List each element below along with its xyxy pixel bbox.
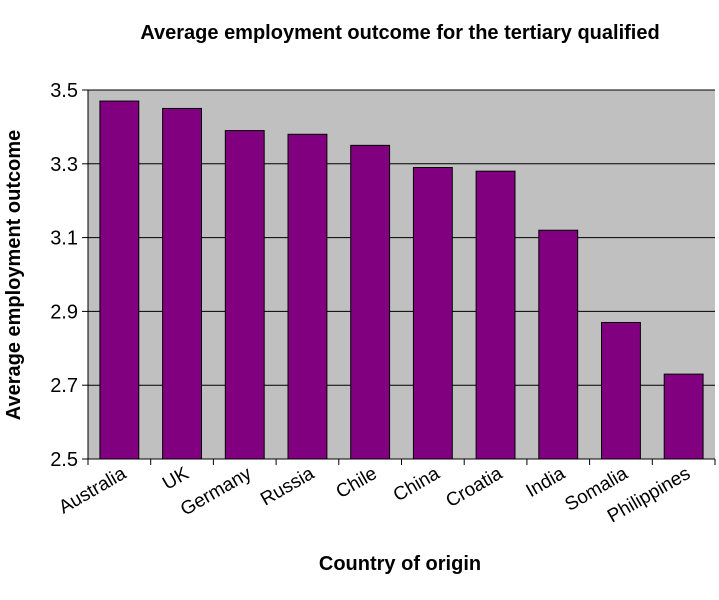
y-axis-label: Average employment outcome (3, 130, 25, 420)
x-tick-label: China (390, 463, 444, 506)
bar (475, 170, 516, 460)
bar (162, 107, 202, 460)
bar (412, 166, 453, 460)
x-tick-label: Germany (177, 463, 256, 521)
x-axis-label: Country of origin (319, 553, 481, 575)
bar (538, 229, 579, 460)
bar (99, 100, 140, 460)
x-tick-label: UK (159, 463, 193, 495)
y-tick-label: 3.3 (50, 154, 78, 176)
x-tick-label: Chile (333, 463, 381, 503)
x-tick-label: Australia (55, 463, 130, 518)
bar (350, 144, 391, 460)
chart-title: Average employment outcome for the terti… (140, 22, 660, 44)
bar (224, 130, 265, 460)
y-tick-label: 3.5 (50, 80, 78, 102)
y-tick-label: 2.9 (50, 301, 78, 323)
y-tick-label: 2.7 (50, 375, 78, 397)
y-tick-label: 2.5 (50, 449, 78, 471)
bar (601, 321, 641, 460)
y-tick-label: 3.1 (50, 228, 78, 250)
x-tick-label: Croatia (443, 463, 507, 512)
bar (287, 133, 328, 460)
bar (663, 373, 704, 460)
x-tick-label: Russia (257, 463, 318, 510)
